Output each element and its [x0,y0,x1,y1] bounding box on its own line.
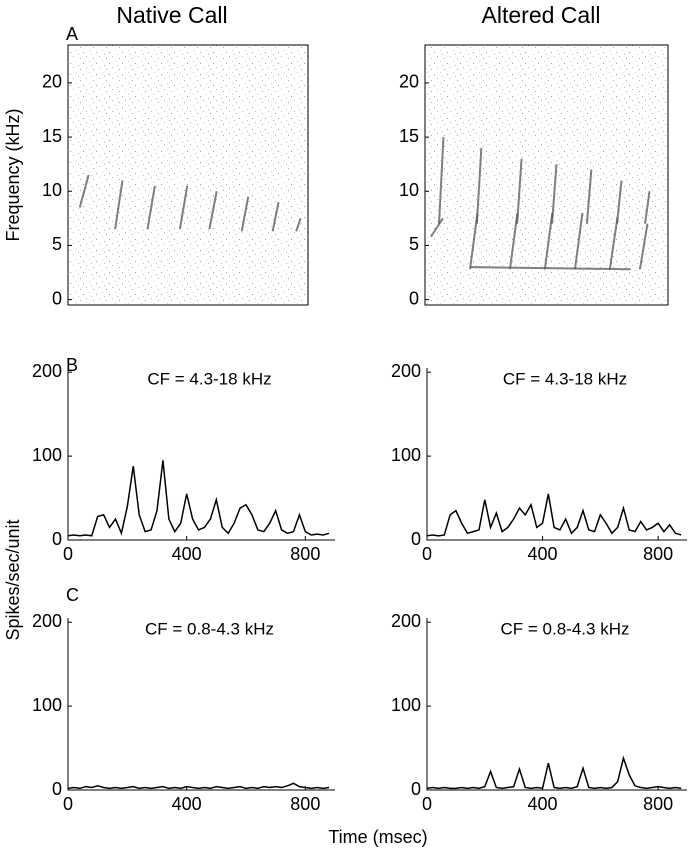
y-tick-label: 5 [52,234,62,254]
y-tick-label: 20 [399,72,419,92]
chirp [208,191,218,230]
y-tick-label: 0 [52,529,62,549]
chirp [438,137,445,224]
y-tick-label: 200 [32,361,62,381]
x-tick-label: 0 [63,544,73,564]
chirp [508,212,519,270]
y-tick-label: 200 [391,611,421,631]
y-tick-label: 200 [391,361,421,381]
chirp [644,191,651,224]
y-tick-label: 0 [409,288,419,308]
y-tick-label: 10 [399,180,419,200]
y-tick-label: 100 [32,445,62,465]
axis-line [67,368,335,541]
x-tick-label: 0 [422,544,432,564]
y-tick-label: 0 [52,288,62,308]
y-tick-label: 0 [411,529,421,549]
x-tick-label: 800 [290,794,320,814]
chirp [178,185,189,230]
annotation: CF = 0.8-4.3 kHz [501,619,630,638]
x-tick-label: 400 [172,794,202,814]
y-tick-label: 15 [399,126,419,146]
chirp [585,169,593,224]
y-axis-label: Frequency (kHz) [3,108,23,241]
x-tick-label: 400 [172,544,202,564]
y-axis-label: Spikes/sec/unit [3,519,23,640]
x-tick-label: 0 [422,794,432,814]
axis-line [426,618,687,791]
chirp [638,223,649,270]
panel-label: C [66,585,79,605]
psth-line [67,782,330,790]
y-tick-label: 20 [42,72,62,92]
x-tick-label: 800 [290,544,320,564]
chirp [295,218,302,232]
chirp [469,212,479,270]
psth-line [67,460,330,537]
plot-area [67,44,309,306]
panel-label: A [66,24,78,44]
x-tick-label: 400 [528,544,558,564]
y-tick-label: 100 [391,695,421,715]
y-tick-label: 100 [32,695,62,715]
y-tick-label: 0 [52,779,62,799]
column-title: Altered Call [482,2,601,28]
chirp [271,201,280,232]
y-tick-label: 15 [42,126,62,146]
chirp [543,212,554,270]
plot-area [424,44,669,306]
y-tick-label: 10 [42,180,62,200]
x-axis-label: Time (msec) [328,827,427,847]
column-title: Native Call [116,2,227,28]
axis-line [67,618,335,791]
chirp [240,196,250,232]
chirp [475,147,483,224]
chirp [573,212,584,270]
x-tick-label: 800 [643,794,673,814]
x-tick-label: 0 [63,794,73,814]
chirp [608,218,619,270]
axis-line [426,368,687,541]
annotation: CF = 0.8-4.3 kHz [145,619,274,638]
chirp [78,174,90,208]
panel-label: B [66,355,78,375]
chirp [616,180,623,224]
annotation: CF = 4.3-18 kHz [147,369,271,388]
annotation: CF = 4.3-18 kHz [503,369,627,388]
y-tick-label: 100 [391,445,421,465]
y-tick-label: 5 [409,234,419,254]
chirp [470,266,631,271]
x-tick-label: 400 [528,794,558,814]
y-tick-label: 200 [32,611,62,631]
psth-line [426,493,682,537]
psth-line [426,755,682,790]
chirp [430,217,444,238]
y-tick-label: 0 [411,779,421,799]
chirp [114,180,124,230]
chirp [516,158,523,224]
chirp [146,185,156,230]
x-tick-label: 800 [643,544,673,564]
